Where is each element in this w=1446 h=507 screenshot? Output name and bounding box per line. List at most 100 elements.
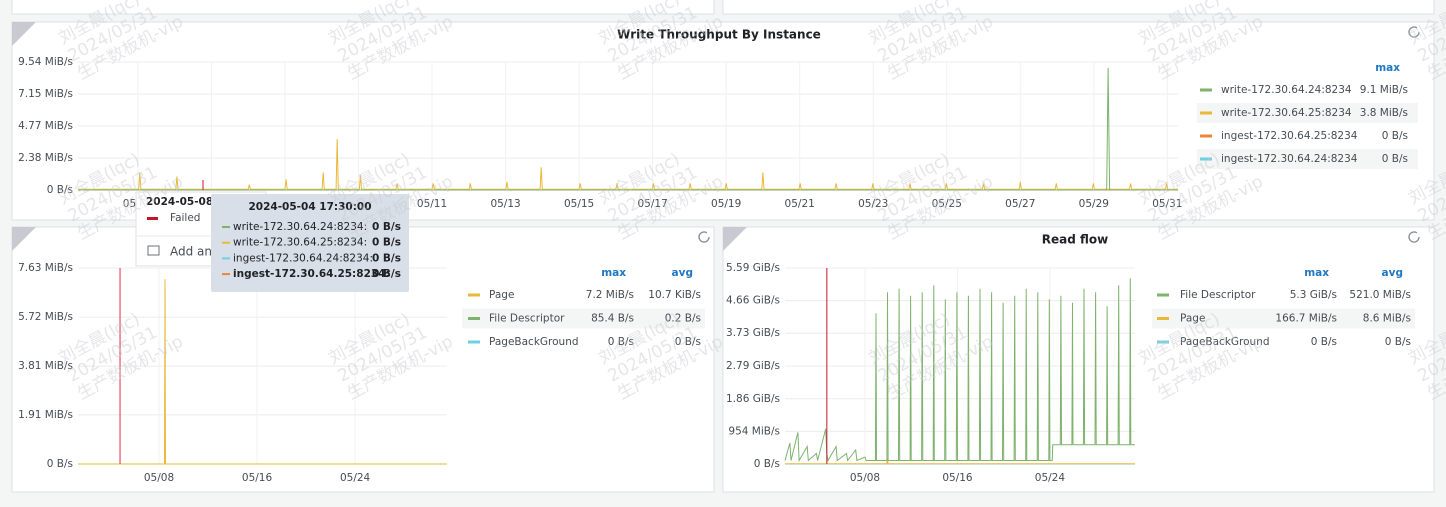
x-tick-label: 05/13 (490, 198, 520, 210)
legend-value: 166.7 MiB/s (1275, 313, 1337, 325)
x-tick-label: 05/19 (711, 198, 741, 210)
x-tick-label: 05/25 (932, 198, 962, 210)
legend-value: 10.7 KiB/s (648, 289, 701, 301)
tooltip-time: 2024-05-04 17:30:00 (248, 201, 371, 213)
tooltip-label: ingest-172.30.64.24:8234: (233, 252, 373, 264)
panel (11, 0, 715, 15)
tooltip-marker (222, 257, 230, 260)
legend-value: 7.2 MiB/s (586, 289, 634, 301)
legend-value: 0 B/s (1382, 153, 1408, 165)
legend-marker (1157, 293, 1169, 297)
annotation-time: 2024-05-08 1 (146, 196, 224, 208)
legend-label: write-172.30.64.24:8234 (1221, 84, 1352, 96)
annotation-text: Failed (170, 212, 200, 224)
legend-label: File Descriptor (489, 313, 565, 325)
legend-value: 3.8 MiB/s (1360, 107, 1408, 119)
series-line (78, 278, 447, 465)
x-tick-label: 05/27 (1005, 198, 1035, 210)
tooltip-value: 0 B/s (372, 268, 401, 280)
legend-label: ingest-172.30.64.25:8234 (1221, 130, 1358, 142)
x-tick-label: 05/15 (564, 198, 594, 210)
panel-title: Write Throughput By Instance (617, 28, 821, 42)
series-line (78, 67, 1178, 191)
legend-label: File Descriptor (1180, 289, 1256, 301)
legend-label: ingest-172.30.64.24:8234 (1221, 153, 1358, 165)
tooltip (211, 194, 409, 292)
legend-marker (1200, 157, 1212, 161)
y-tick-label: 0 B/s (47, 184, 73, 196)
y-tick-label: 4.77 MiB/s (18, 120, 73, 132)
charts: Write Throughput By Instance 0 B/s 2.38 Mi… (18, 28, 1418, 484)
tooltip-label: write-172.30.64.24:8234: (233, 221, 367, 233)
x-tick-label: 05/08 (850, 472, 880, 484)
legend-marker (1200, 134, 1212, 138)
x-tick-label: 05/31 (1152, 198, 1182, 210)
y-tick-label: 3.73 GiB/s (726, 327, 780, 339)
x-tick-label: 05/08 (144, 472, 174, 484)
legend-value: 5.3 GiB/s (1290, 289, 1337, 301)
y-tick-label: 1.91 MiB/s (18, 409, 73, 421)
tooltip-value: 0 B/s (372, 221, 401, 233)
legend-value: 0 B/s (608, 336, 634, 348)
series-line (785, 458, 1135, 465)
y-tick-label: 4.66 GiB/s (726, 295, 780, 307)
y-tick-label: 9.54 MiB/s (18, 56, 73, 68)
tooltip-value: 0 B/s (372, 237, 401, 249)
y-tick-label: 1.86 GiB/s (726, 393, 780, 405)
x-tick-label: 05/11 (417, 198, 447, 210)
legend-label: PageBackGround (1180, 336, 1270, 348)
legend-header: avg (1382, 267, 1403, 279)
legend-marker (1157, 340, 1169, 344)
annotation-marker (147, 217, 158, 220)
legend-label: write-172.30.64.25:8234 (1221, 107, 1352, 119)
add-annotation[interactable]: Add an (170, 245, 212, 259)
legend-marker (468, 293, 480, 297)
legend-marker (1200, 88, 1212, 92)
legend-value: 85.4 B/s (591, 313, 634, 325)
refresh-icons[interactable] (698, 26, 1420, 243)
legend-value: 9.1 MiB/s (1360, 84, 1408, 96)
panel (722, 226, 1435, 493)
x-tick-label: 05/16 (242, 472, 273, 484)
legend-value: 0 B/s (1311, 336, 1337, 348)
series-line (78, 138, 1178, 190)
legend-value: 0 B/s (1382, 130, 1408, 142)
comment-icon[interactable] (147, 245, 160, 256)
x-tick-label: 05/29 (1079, 198, 1109, 210)
y-tick-label: 5.59 GiB/s (726, 262, 780, 274)
tooltip-marker (222, 241, 230, 244)
legend-row-bg (462, 308, 705, 329)
panel-title: Read flow (1042, 233, 1108, 247)
legend-value: 8.6 MiB/s (1363, 313, 1411, 325)
series-line (784, 278, 1135, 463)
y-tick-label: 7.15 MiB/s (18, 88, 73, 100)
x-tick-label: 05/16 (942, 472, 973, 484)
panel-corners (12, 22, 747, 251)
legend-header: max (601, 267, 626, 279)
tooltip-label: ingest-172.30.64.25:8234: (233, 268, 390, 280)
tooltip-marker (222, 273, 230, 276)
x-tick-label: 05/17 (637, 198, 667, 210)
legend-label: Page (489, 289, 514, 301)
legend-marker (468, 340, 480, 344)
legend-row-bg (1197, 149, 1418, 169)
y-tick-label: 0 B/s (47, 458, 73, 470)
legend-value: 0.2 B/s (665, 313, 701, 325)
y-tick-label: 7.63 MiB/s (18, 262, 73, 274)
y-tick-label: 0 B/s (754, 458, 780, 470)
panel (722, 0, 1435, 15)
y-tick-label: 954 MiB/s (728, 425, 780, 437)
legend-header: max (1304, 267, 1329, 279)
y-tick-label: 3.81 MiB/s (18, 360, 73, 372)
x-tick-label: 05/21 (785, 198, 815, 210)
tooltip-value: 0 B/s (372, 252, 401, 264)
legend-marker (1157, 317, 1169, 320)
x-tick-label: 05/23 (858, 198, 888, 210)
x-tick-label: 05/24 (1035, 472, 1066, 484)
legend-label: PageBackGround (489, 336, 579, 348)
tooltip-marker (222, 226, 230, 228)
legend-header: avg (672, 267, 693, 279)
y-tick-label: 2.79 GiB/s (726, 360, 780, 372)
legend-value: 0 B/s (1385, 336, 1411, 348)
